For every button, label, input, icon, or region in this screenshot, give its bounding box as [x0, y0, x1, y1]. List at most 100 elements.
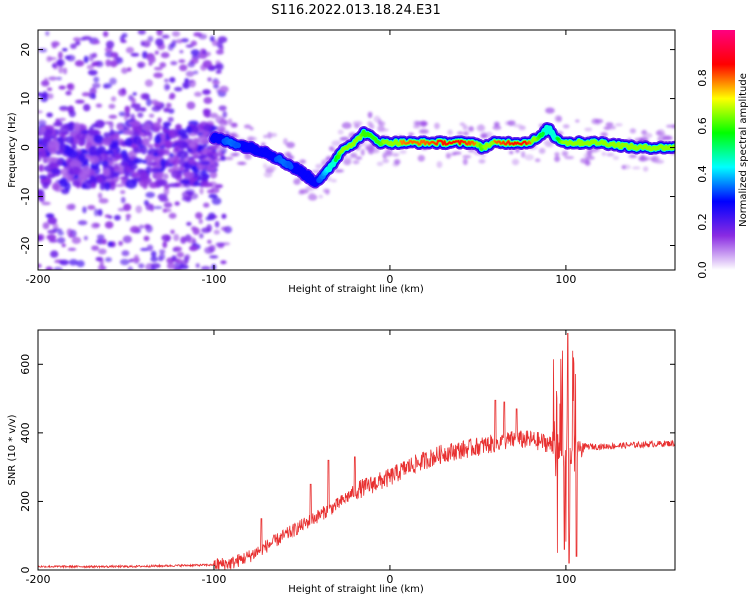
heatmap-noise-blob	[38, 110, 43, 114]
heatmap-band-blob	[171, 170, 182, 179]
heatmap-halo-blob	[524, 154, 534, 161]
heatmap-halo-blob	[650, 156, 657, 162]
heatmap-noise-blob	[89, 87, 97, 95]
heatmap-noise-blob	[91, 222, 100, 229]
heatmap-noise-blob	[168, 212, 177, 219]
heatmap-noise-blob	[185, 70, 195, 77]
heatmap-noise-blob	[126, 67, 132, 72]
heatmap-halo-blob	[216, 149, 222, 153]
heatmap-noise-blob	[120, 190, 126, 195]
heatmap-noise-blob	[147, 35, 154, 43]
heatmap-halo-blob	[594, 118, 604, 124]
heatmap-noise-blob	[121, 67, 128, 74]
heatmap-noise-blob	[125, 46, 135, 54]
heatmap-noise-blob	[75, 99, 85, 104]
heatmap-noise-blob	[199, 233, 204, 239]
heatmap-noise-blob	[130, 52, 140, 57]
heatmap-noise-blob	[121, 32, 128, 38]
heatmap-noise-blob	[65, 90, 72, 96]
heatmap-noise-blob	[77, 220, 88, 226]
heatmap-halo-blob	[352, 153, 357, 159]
heatmap-band-blob	[122, 129, 134, 136]
heatmap-band-blob	[167, 157, 175, 162]
heatmap-y-tick-label: 20	[19, 43, 32, 57]
heatmap-noise-blob	[171, 30, 181, 37]
snr-y-tick-label: 400	[19, 422, 32, 443]
heatmap-noise-blob	[160, 52, 170, 59]
heatmap-band-blob	[87, 128, 100, 135]
heatmap-halo-blob	[283, 138, 288, 145]
heatmap-noise-blob	[215, 70, 222, 74]
heatmap-noise-blob	[44, 77, 49, 84]
heatmap-noise-blob	[147, 55, 156, 64]
heatmap-noise-blob	[187, 61, 196, 68]
heatmap-halo-blob	[231, 123, 238, 127]
heatmap-noise-blob	[218, 105, 227, 111]
heatmap-noise-blob	[185, 79, 194, 83]
heatmap-band-blob	[71, 145, 78, 150]
heatmap-noise-blob	[115, 183, 125, 188]
heatmap-band-blob	[151, 122, 162, 132]
heatmap-band-blob	[146, 161, 158, 167]
heatmap-halo-blob	[337, 129, 344, 135]
heatmap-noise-blob	[138, 224, 145, 229]
heatmap-band-blob	[177, 150, 189, 159]
heatmap-band-blob	[75, 132, 87, 141]
heatmap-band-blob	[160, 158, 166, 168]
heatmap-band-blob	[104, 181, 111, 191]
heatmap-noise-blob	[202, 60, 212, 68]
colorbar-tick-label: 0.6	[696, 117, 709, 135]
heatmap-y-ticks: -20 -10 0 10 20	[19, 43, 675, 254]
heatmap-noise-blob	[182, 81, 191, 89]
heatmap-noise-blob	[108, 114, 118, 119]
heatmap-noise-blob	[187, 236, 196, 244]
colorbar: 0.0 0.2 0.4 0.6 0.8 Normalized spectral ampl…	[696, 30, 749, 279]
heatmap-noise-blob	[45, 31, 50, 36]
heatmap-noise-blob	[176, 251, 185, 258]
heatmap-noise-blob	[102, 31, 109, 37]
heatmap-noise-blob	[48, 239, 58, 243]
heatmap-noise-blob	[142, 39, 151, 48]
heatmap-noise-blob	[186, 221, 192, 226]
heatmap-halo-blob	[642, 132, 653, 139]
heatmap-x-tick-label: 100	[555, 273, 576, 286]
heatmap-halo-blob	[325, 189, 330, 195]
heatmap-noise-blob	[203, 202, 210, 208]
heatmap-band-blob	[41, 136, 50, 145]
heatmap-noise-blob	[72, 37, 81, 42]
heatmap-noise-blob	[176, 38, 183, 44]
heatmap-band-blob	[127, 121, 140, 126]
heatmap-noise-blob	[192, 227, 200, 235]
heatmap-noise-blob	[110, 96, 117, 102]
heatmap-band-blob	[89, 145, 98, 152]
heatmap-band-blob	[81, 183, 87, 189]
heatmap-halo-blob	[452, 151, 462, 155]
heatmap-band-blob	[172, 165, 179, 173]
heatmap-halo-blob	[436, 161, 443, 169]
heatmap-halo-blob	[246, 136, 254, 142]
heatmap-noise-blob	[52, 228, 63, 233]
heatmap-band-blob	[88, 150, 97, 157]
heatmap-noise-blob	[188, 245, 198, 252]
heatmap-noise-blob	[145, 202, 152, 211]
heatmap-band-blob	[197, 174, 209, 181]
heatmap-band-blob	[103, 132, 111, 138]
heatmap-halo-blob	[628, 154, 638, 159]
heatmap-noise-blob	[83, 55, 89, 64]
heatmap-halo-blob	[434, 122, 440, 130]
heatmap-band-blob	[200, 160, 211, 166]
heatmap-noise-blob	[152, 172, 157, 177]
heatmap-band-blob	[175, 123, 182, 131]
heatmap-noise-blob	[200, 266, 211, 270]
heatmap-band-blob	[96, 175, 104, 184]
heatmap-halo-blob	[554, 155, 561, 162]
heatmap-noise-blob	[194, 91, 202, 97]
heatmap-noise-blob	[150, 256, 158, 263]
heatmap-noise-blob	[104, 221, 114, 229]
heatmap-band-blob	[93, 136, 103, 142]
heatmap-noise-blob	[143, 235, 150, 242]
heatmap-noise-blob	[76, 260, 85, 268]
heatmap-noise-blob	[42, 222, 50, 230]
heatmap-noise-blob	[139, 107, 147, 112]
